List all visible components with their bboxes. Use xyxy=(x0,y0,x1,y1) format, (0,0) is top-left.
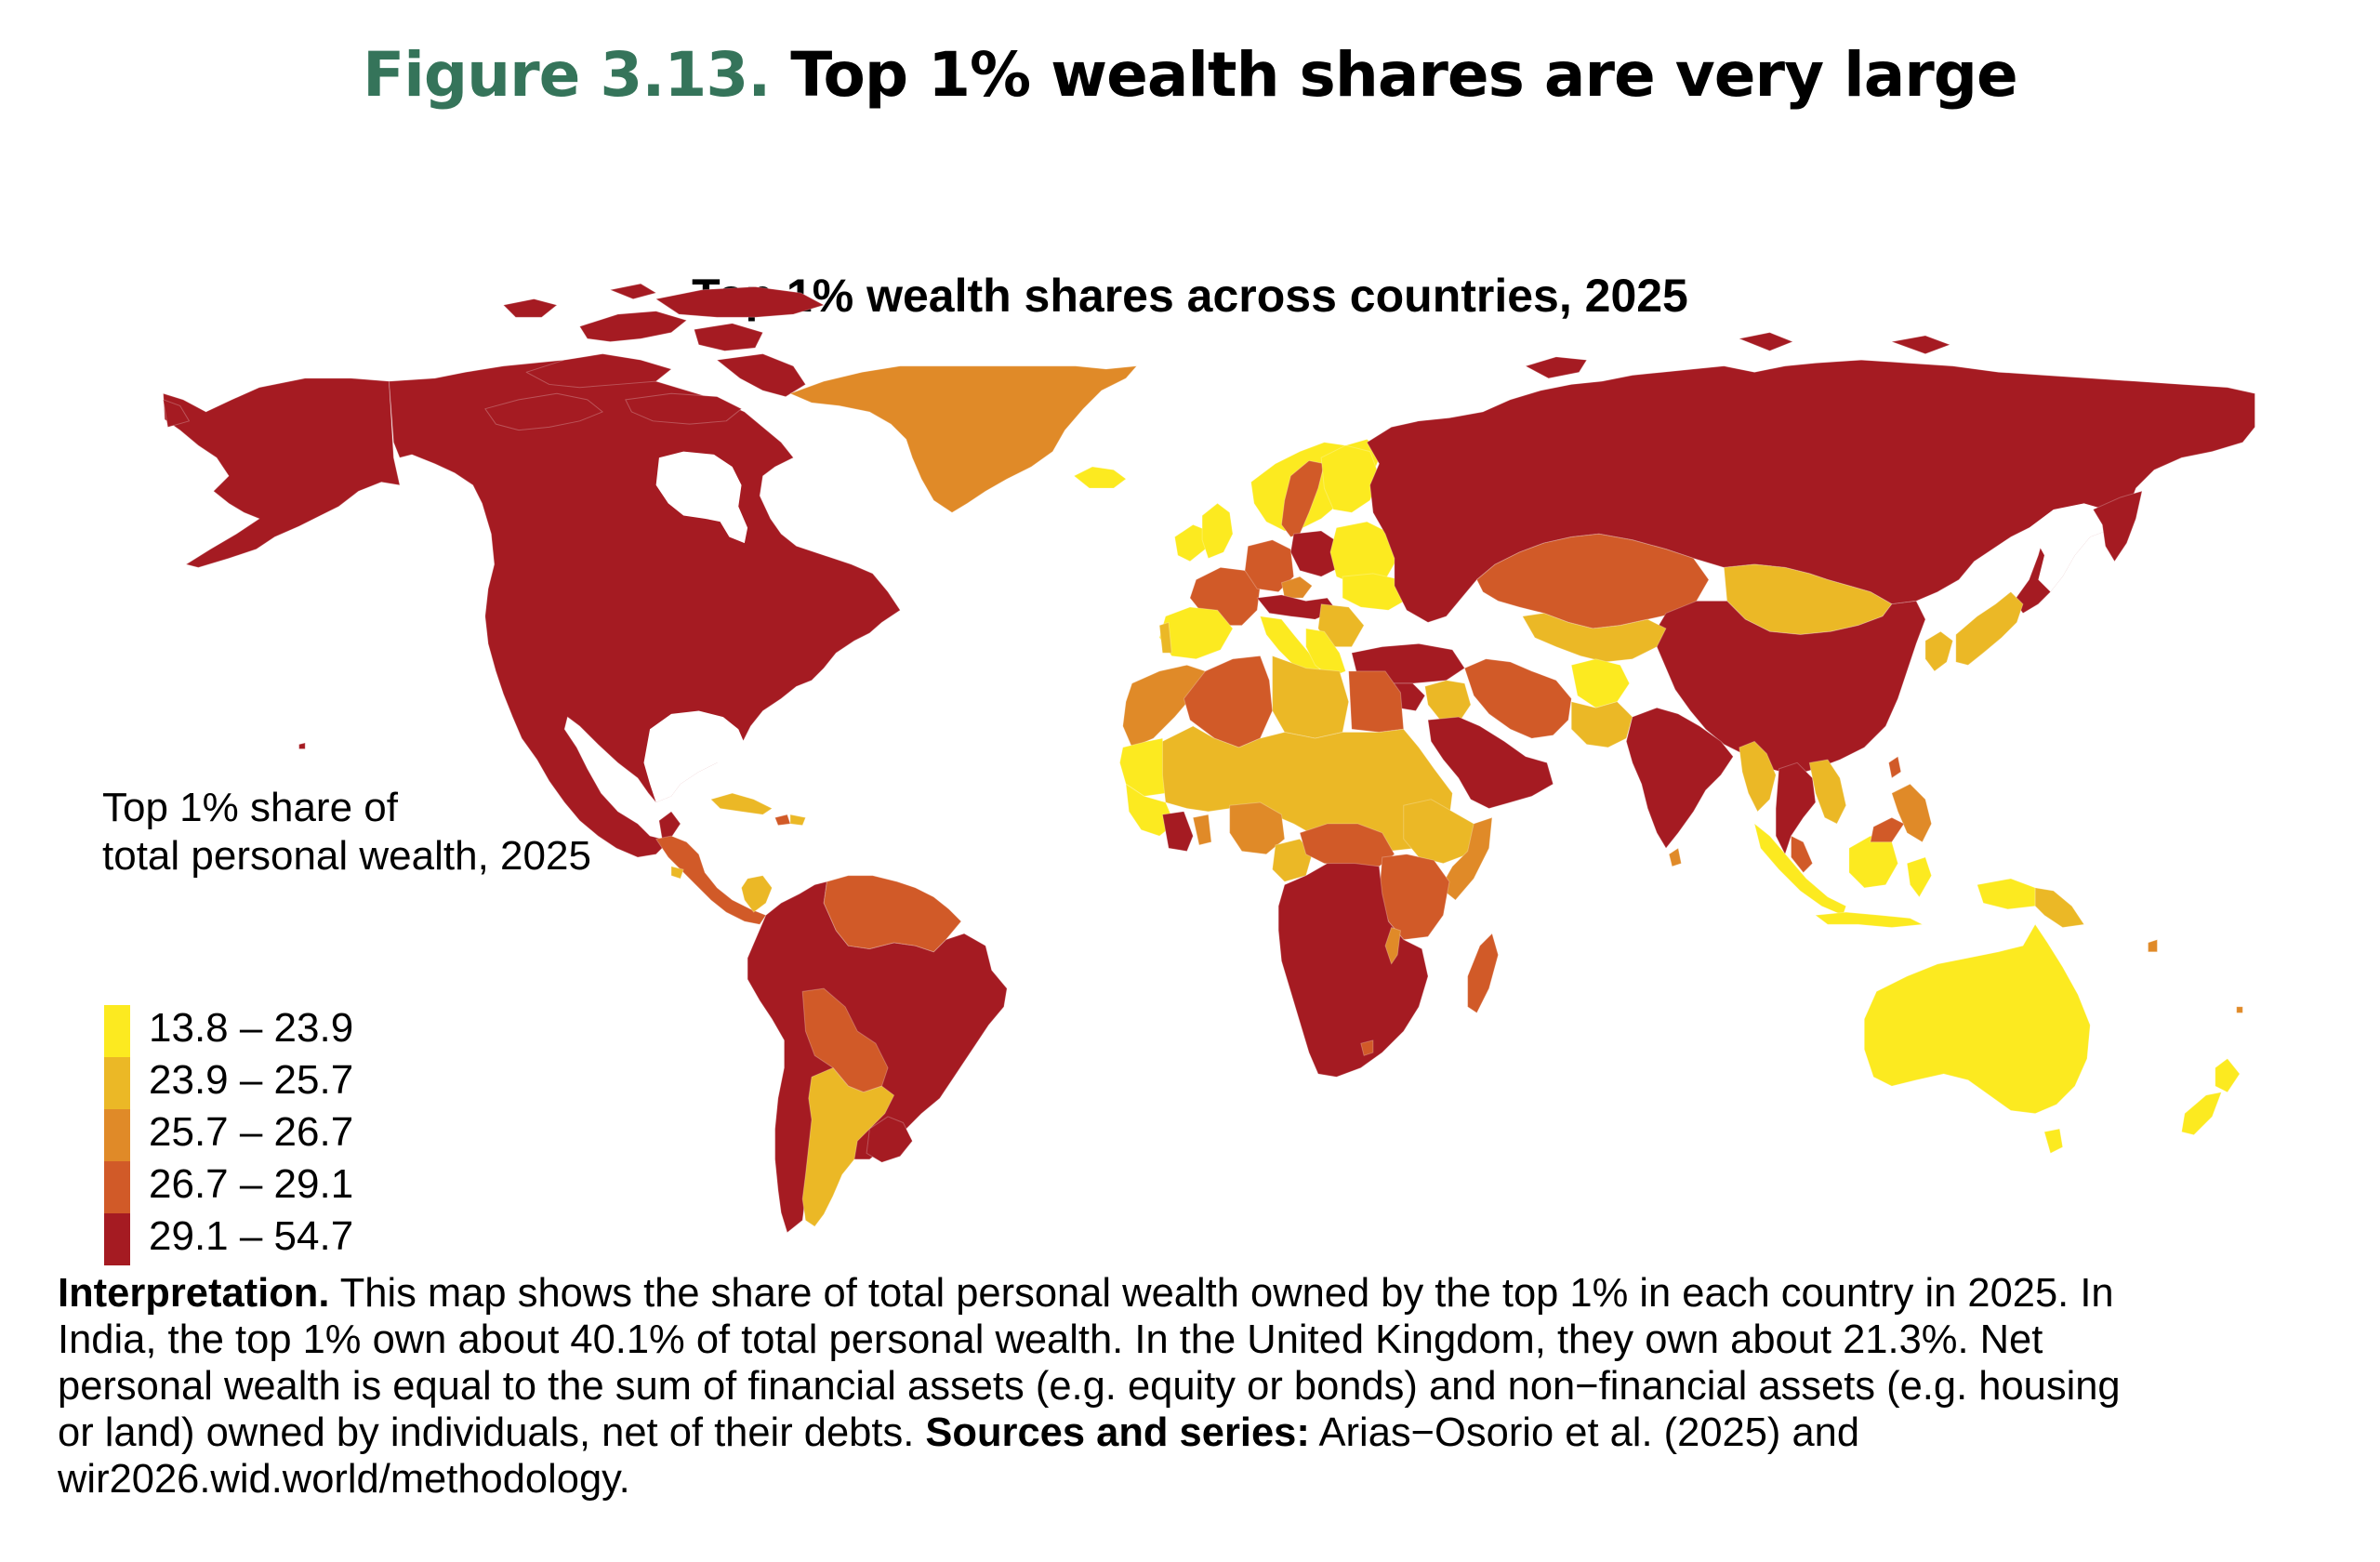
caption-line-2: India, the top 1% own about 40.1% of tot… xyxy=(58,1317,2043,1362)
iceland xyxy=(1073,466,1127,489)
sabah xyxy=(1870,816,1905,843)
ukraine xyxy=(1342,573,1410,611)
legend-swatch xyxy=(104,1057,130,1109)
map-title: Top 1% wealth shares across countries, 2… xyxy=(692,270,1688,322)
iran xyxy=(1463,658,1572,739)
somalia xyxy=(1439,816,1493,901)
poland xyxy=(1289,530,1341,577)
caption-methodology-link[interactable]: wir2026.wid.world/methodology. xyxy=(58,1457,630,1502)
oceania xyxy=(1753,816,2243,1154)
caption-text: or land) owned by individuals, net of th… xyxy=(58,1410,926,1455)
myanmar xyxy=(1739,740,1777,813)
argentina xyxy=(801,1066,895,1227)
legend-title: Top 1% share of total personal wealth, 2… xyxy=(102,784,591,880)
asia xyxy=(1387,533,2024,873)
africa xyxy=(1119,655,1499,1078)
legend-label: 23.9 – 25.7 xyxy=(149,1057,354,1103)
cote-divoire xyxy=(1161,811,1194,852)
legend: Top 1% share of total personal wealth, 2… xyxy=(102,784,591,1265)
morocco xyxy=(1122,664,1206,748)
legend-items: 13.8 – 23.9 23.9 – 25.7 25.7 – 26.7 26.7… xyxy=(104,1005,476,1265)
gulf-of-mexico xyxy=(643,710,748,802)
taiwan xyxy=(1888,756,1902,779)
sri-lanka xyxy=(1668,847,1682,867)
legend-label: 26.7 – 29.1 xyxy=(149,1161,354,1207)
caption-sources-label: Sources and series: xyxy=(925,1410,1310,1455)
ecuador xyxy=(741,875,773,913)
kamchatka xyxy=(2092,490,2143,563)
sweden xyxy=(1280,459,1325,537)
hudson-bay xyxy=(655,451,748,544)
legend-item: 26.7 – 29.1 xyxy=(104,1161,476,1213)
hispaniola xyxy=(774,814,791,827)
figure-title-text: Top 1% wealth shares are very large xyxy=(790,39,2018,111)
new-zealand-north xyxy=(2215,1058,2241,1093)
central-asia xyxy=(1522,613,1667,663)
india xyxy=(1625,707,1734,849)
saudi-arabia xyxy=(1427,716,1554,810)
borneo xyxy=(1848,835,1898,889)
greenland xyxy=(789,365,1138,513)
papua-new-guinea xyxy=(2034,887,2085,928)
czechia xyxy=(1280,576,1313,599)
el-salvador xyxy=(670,866,684,880)
legend-swatch xyxy=(104,1005,130,1057)
legend-item: 29.1 – 54.7 xyxy=(104,1213,476,1265)
cuba xyxy=(710,792,773,815)
legend-item: 23.9 – 25.7 xyxy=(104,1057,476,1109)
new-guinea-west xyxy=(1977,878,2036,910)
caption-line-3: personal wealth is equal to the sum of f… xyxy=(58,1364,2121,1409)
iraq xyxy=(1424,680,1472,724)
south-america xyxy=(741,875,1008,1234)
ghana xyxy=(1192,814,1212,846)
china xyxy=(1656,600,1926,775)
caption-line-1: Interpretation. This map shows the share… xyxy=(58,1270,2354,1317)
malaysia xyxy=(1791,835,1814,873)
caption-line-4: or land) owned by individuals, net of th… xyxy=(58,1410,2354,1456)
figure-number: Figure 3.13. xyxy=(363,39,771,111)
uruguay xyxy=(866,1116,913,1163)
legend-swatch xyxy=(104,1109,130,1161)
finland xyxy=(1320,444,1380,513)
caption: Interpretation. This map shows the share… xyxy=(58,1270,2354,1502)
legend-item: 13.8 – 23.9 xyxy=(104,1005,476,1057)
afghanistan xyxy=(1570,658,1631,708)
legend-label: 25.7 – 26.7 xyxy=(149,1109,354,1155)
caption-text: This map shows the share of total person… xyxy=(329,1271,2114,1316)
legend-label: 29.1 – 54.7 xyxy=(149,1213,354,1259)
pakistan xyxy=(1570,701,1633,748)
dominican-republic xyxy=(789,814,806,827)
figure-title: Figure 3.13. Top 1% wealth shares are ve… xyxy=(0,39,2380,111)
malawi xyxy=(1384,927,1401,965)
madagascar xyxy=(1467,933,1499,1013)
sumatra xyxy=(1753,823,1847,916)
portugal xyxy=(1158,621,1172,654)
legend-label: 13.8 – 23.9 xyxy=(149,1005,354,1051)
europe xyxy=(1158,439,1465,684)
caption-text: Arias−Osorio et al. (2025) and xyxy=(1309,1410,1860,1455)
legend-item: 25.7 – 26.7 xyxy=(104,1109,476,1161)
legend-title-line2: total personal wealth, 2025 xyxy=(102,833,591,879)
korea xyxy=(1924,630,1954,672)
vietnam xyxy=(1808,759,1847,825)
caption-interpretation-label: Interpretation. xyxy=(58,1271,330,1316)
tasmania xyxy=(2043,1128,2064,1154)
australia xyxy=(1863,923,2091,1115)
sulawesi xyxy=(1906,856,1933,898)
legend-swatch xyxy=(104,1161,130,1213)
java xyxy=(1815,911,1924,928)
legend-title-line1: Top 1% share of xyxy=(102,785,398,830)
uk xyxy=(1201,502,1234,559)
north-america xyxy=(163,283,901,858)
new-zealand-south xyxy=(2181,1092,2222,1136)
central-southern-africa xyxy=(1277,863,1429,1078)
japan xyxy=(1955,591,2024,666)
legend-swatch xyxy=(104,1213,130,1265)
romania xyxy=(1317,603,1365,648)
philippines xyxy=(1891,783,1933,843)
lesotho xyxy=(1360,1039,1374,1056)
thailand xyxy=(1775,761,1817,855)
